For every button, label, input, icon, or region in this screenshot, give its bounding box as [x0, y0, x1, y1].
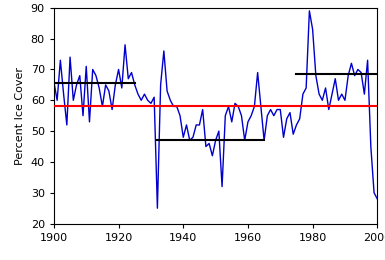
Y-axis label: Percent Ice Cover: Percent Ice Cover	[15, 67, 25, 165]
